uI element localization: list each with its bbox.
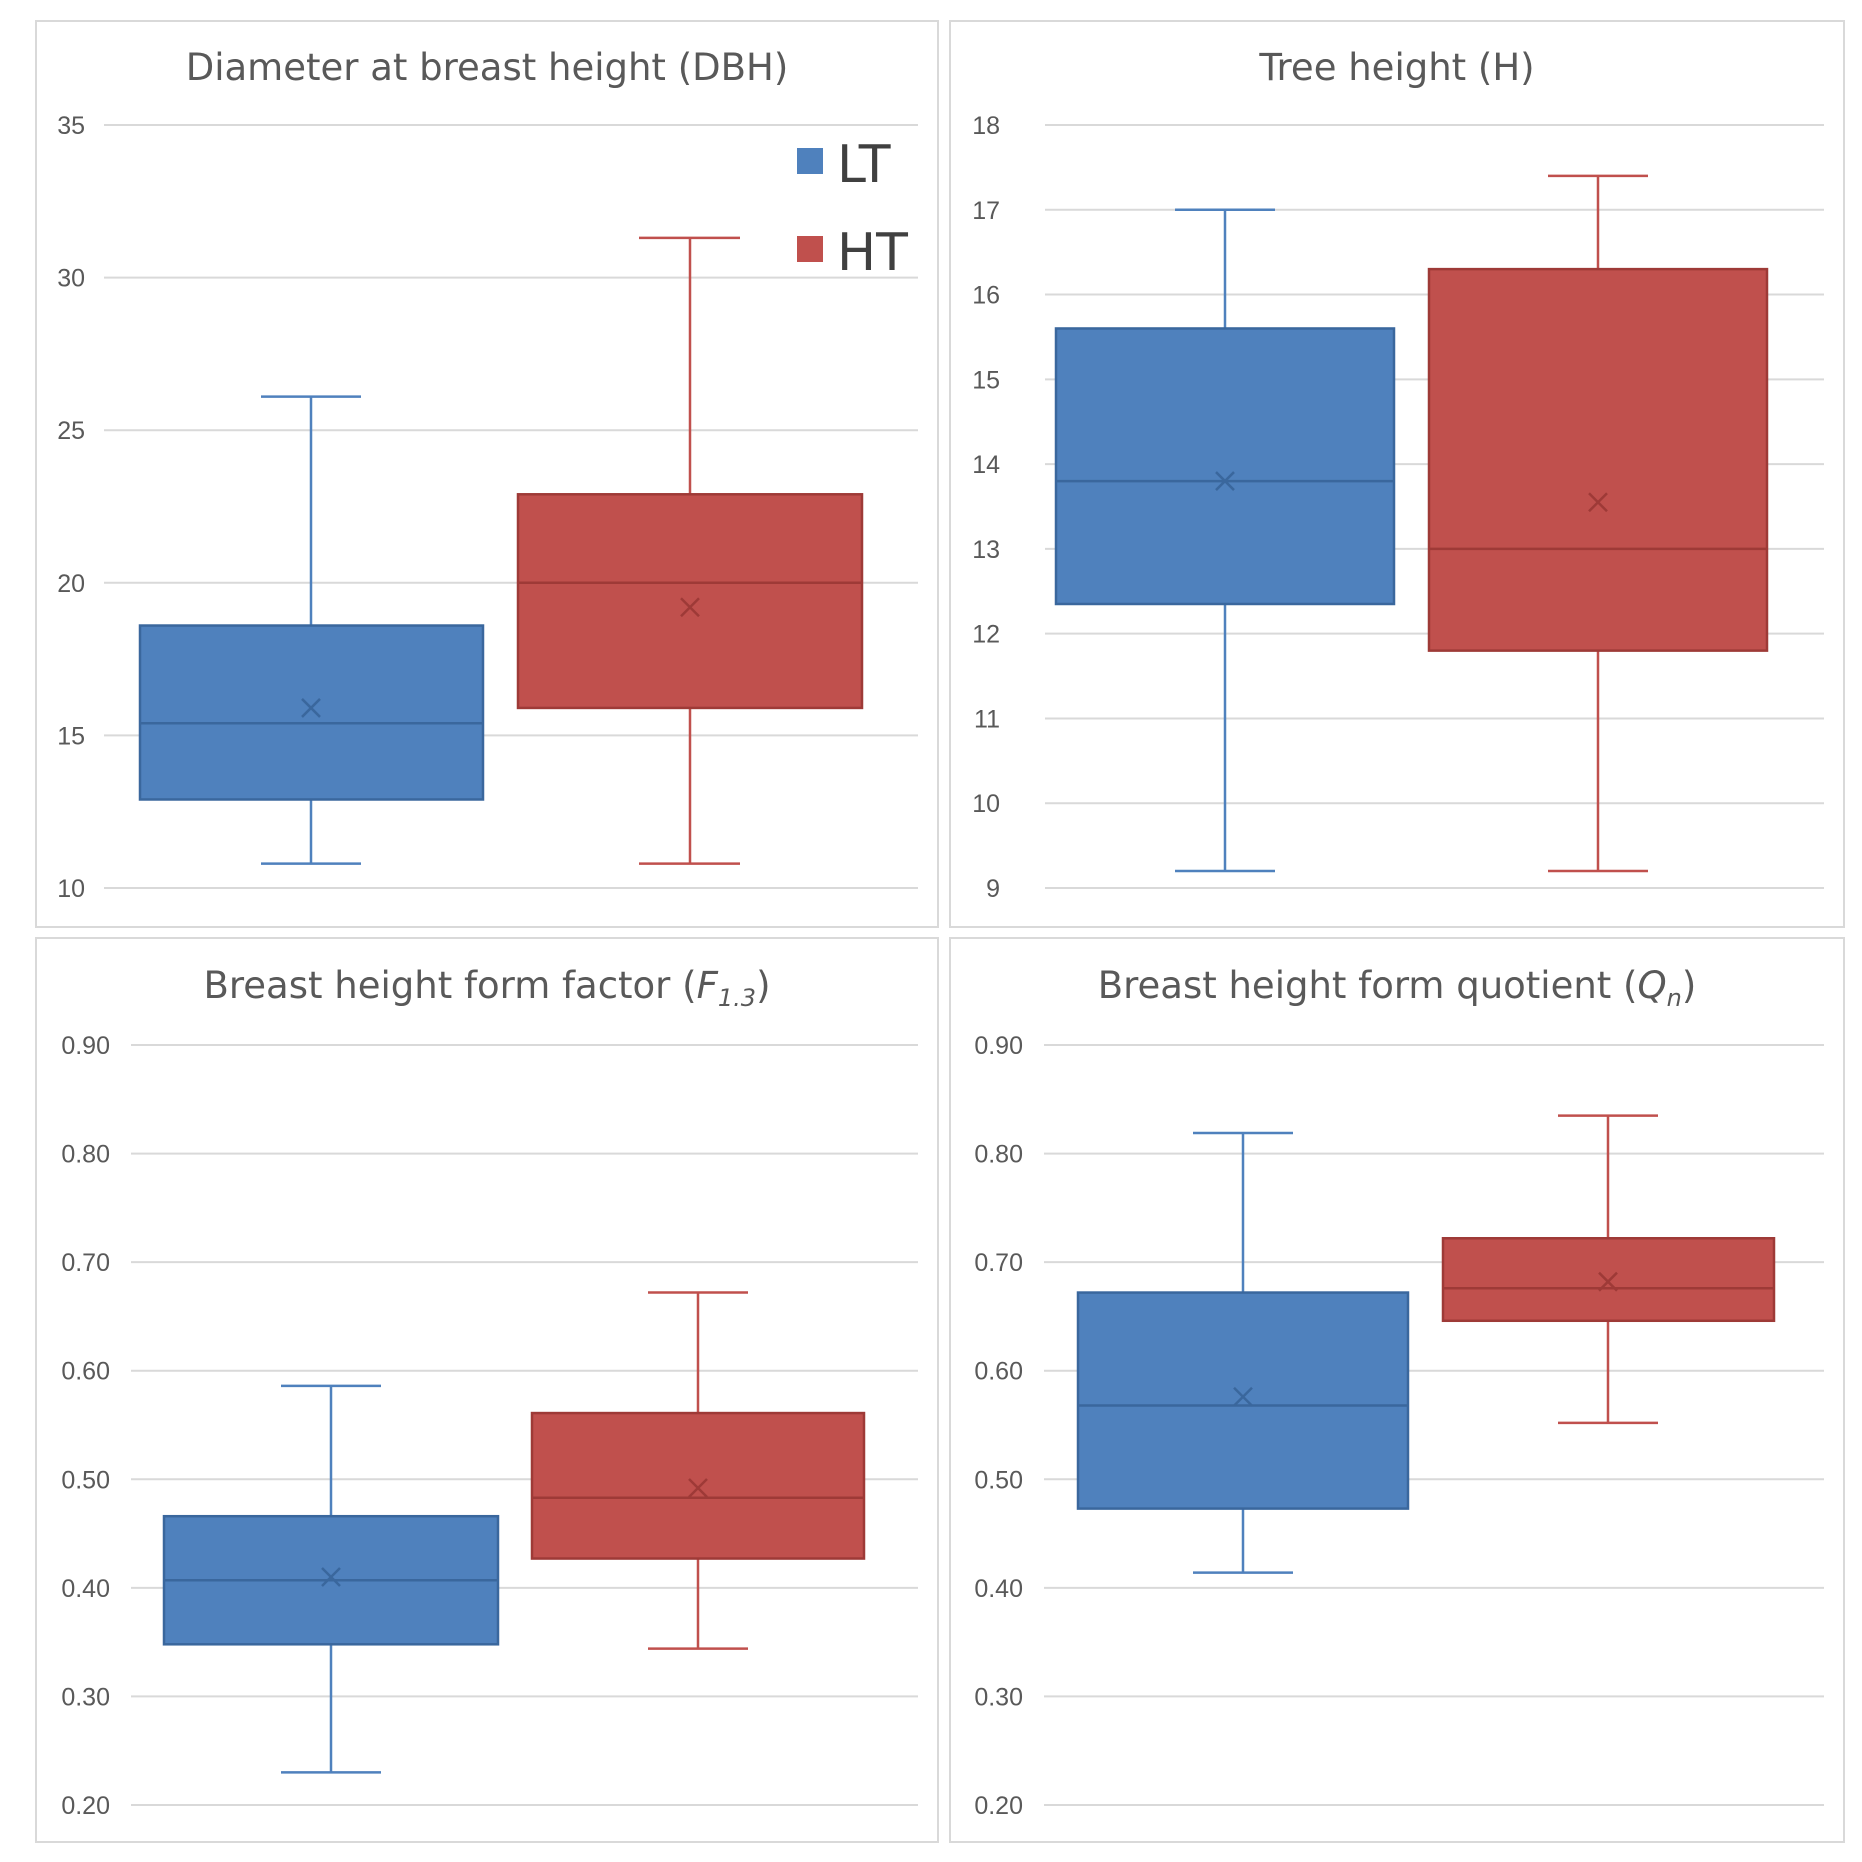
tree-height-ht-boxplot (1427, 174, 1769, 873)
form-quotient-ytick-label: 0.90 (974, 1032, 1023, 1060)
panel-form-factor-title-symbol: F (697, 964, 719, 1007)
tree-height-ht-box (1427, 267, 1769, 652)
legend: LT HT (797, 135, 908, 283)
dbh-ht-boxplot (516, 236, 864, 865)
panel-form-quotient-title-symbol: Q (1638, 964, 1667, 1007)
dbh-ytick-label: 15 (57, 722, 85, 750)
tree-height-ytick-label: 16 (972, 282, 1000, 310)
form-quotient-ytick-label: 0.40 (974, 1575, 1023, 1603)
panel-form-factor-title-subscript: 1.3 (718, 984, 756, 1012)
form-quotient-ytick-label: 0.70 (974, 1249, 1023, 1277)
dbh-ytick-label: 20 (57, 570, 85, 598)
legend-swatch-lt (797, 148, 823, 174)
form-factor-ytick-label: 0.90 (61, 1032, 110, 1060)
panel-dbh-title: Diameter at breast height (DBH) (186, 46, 789, 89)
form-quotient-ytick-label: 0.50 (974, 1466, 1023, 1494)
form-factor-ytick-label: 0.70 (61, 1249, 110, 1277)
panel-form-quotient-title: Breast height form quotient (Qn) (1098, 964, 1697, 1012)
tree-height-ytick-label: 15 (972, 366, 1000, 394)
tree-height-ytick-label: 18 (972, 112, 1000, 140)
panel-form-quotient-title-end: ) (1682, 964, 1696, 1007)
panel-tree-height-title: Tree height (H) (1258, 46, 1534, 89)
dbh-lt-boxplot (138, 395, 485, 865)
legend-swatch-ht (797, 236, 823, 262)
legend-label-ht: HT (837, 223, 908, 283)
tree-height-ytick-label: 17 (972, 197, 1000, 225)
form-quotient-ytick-label: 0.30 (974, 1683, 1023, 1711)
panel-form-factor-title: Breast height form factor (F1.3) (204, 964, 771, 1012)
form-factor-lt-mean-marker (321, 1567, 341, 1587)
tree-height-ytick-label: 12 (972, 621, 1000, 649)
tree-height-lt-mean-marker (1215, 471, 1235, 491)
panel-form-factor: Breast height form factor (F1.3) 0.20 0.3… (35, 937, 939, 1843)
tree-height-ytick-label: 10 (972, 790, 1000, 818)
form-factor-ytick-label: 0.80 (61, 1141, 110, 1169)
form-factor-ytick-label: 0.40 (61, 1575, 110, 1603)
panel-form-quotient: Breast height form quotient (Qn) 0.20 0.3… (949, 937, 1845, 1843)
form-quotient-lt-mean-marker (1233, 1386, 1253, 1407)
panel-form-quotient-title-subscript: n (1667, 984, 1682, 1012)
form-factor-ytick-label: 0.60 (61, 1358, 110, 1386)
panel-dbh: Diameter at breast height (DBH) 10 15 20 25… (35, 20, 939, 928)
form-factor-ht-boxplot (530, 1291, 866, 1650)
tree-height-ytick-label: 11 (974, 705, 1000, 733)
legend-label-lt: LT (837, 135, 891, 195)
panel-form-quotient-title-text: Breast height form quotient ( (1098, 964, 1638, 1007)
form-quotient-lt-boxplot (1076, 1131, 1410, 1574)
form-quotient-ht-boxplot (1441, 1114, 1776, 1425)
tree-height-ytick-label: 9 (986, 875, 1000, 903)
tree-height-ytick-label: 14 (972, 451, 1000, 479)
form-factor-ytick-label: 0.30 (61, 1683, 110, 1711)
dbh-ht-mean-marker (680, 597, 700, 618)
dbh-lt-mean-marker (301, 698, 321, 718)
dbh-ytick-label: 10 (57, 875, 85, 903)
form-quotient-ht-mean-marker (1598, 1271, 1618, 1292)
form-quotient-lt-box (1076, 1291, 1410, 1510)
panel-form-factor-title-end: ) (756, 964, 770, 1007)
form-factor-ht-mean-marker (688, 1478, 708, 1498)
form-quotient-ytick-label: 0.80 (974, 1141, 1023, 1169)
tree-height-lt-boxplot (1054, 208, 1396, 873)
tree-height-ytick-label: 13 (972, 536, 1000, 564)
dbh-ytick-label: 35 (57, 112, 85, 140)
dbh-ytick-label: 25 (57, 417, 85, 445)
panel-form-factor-title-text: Breast height form factor ( (204, 964, 697, 1007)
form-factor-ytick-label: 0.50 (61, 1466, 110, 1494)
form-factor-ytick-label: 0.20 (61, 1792, 110, 1820)
panel-form-factor-frame (35, 937, 939, 1843)
form-quotient-ytick-label: 0.60 (974, 1358, 1023, 1386)
form-factor-ht-box (530, 1411, 866, 1560)
tree-height-lt-box (1054, 327, 1396, 606)
dbh-ytick-label: 30 (57, 265, 85, 293)
form-factor-lt-boxplot (162, 1384, 500, 1774)
tree-height-ht-mean-marker (1588, 492, 1608, 513)
panel-tree-height: Tree height (H) 9 10 11 12 13 14 15 16 17 18 (949, 20, 1845, 928)
dbh-lt-box (138, 624, 485, 801)
form-quotient-ytick-label: 0.20 (974, 1792, 1023, 1820)
dbh-ht-box (516, 493, 864, 710)
